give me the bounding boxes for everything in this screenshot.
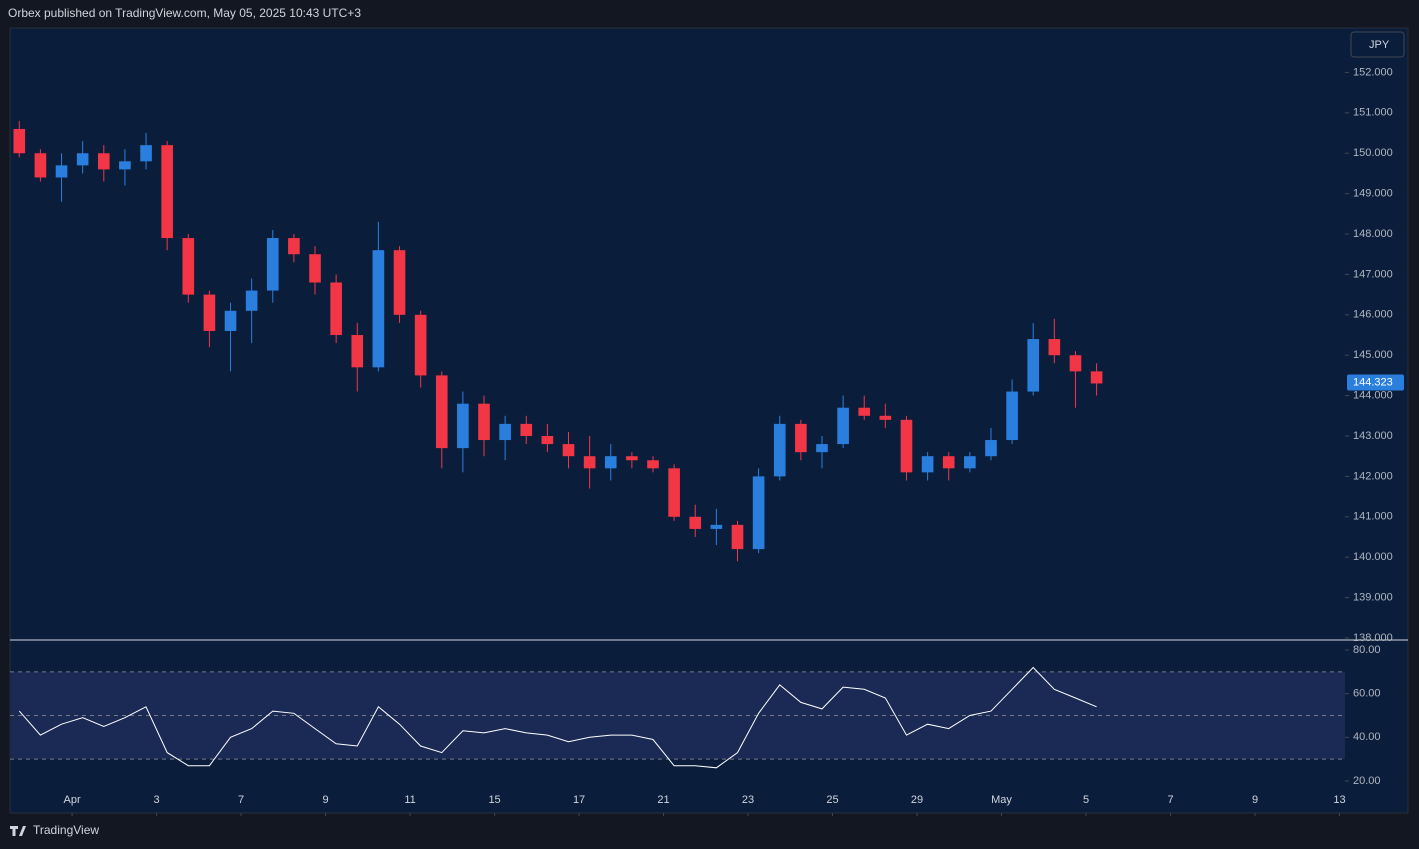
x-tick-label: 11 [404, 794, 415, 806]
x-tick-label: Apr [64, 794, 81, 806]
rsi-line [18, 666, 1097, 769]
candle-body [499, 423, 511, 441]
candle-body [435, 375, 448, 449]
y-tick-label: 40.00 [1353, 731, 1381, 743]
candle-body [161, 145, 173, 239]
y-tick-label: 145.000 [1353, 349, 1393, 361]
y-tick-label: 147.000 [1353, 268, 1393, 280]
y-tick-label: 149.000 [1353, 188, 1393, 200]
x-tick-label: 9 [323, 794, 329, 806]
candle-body [583, 456, 596, 469]
candle-body [689, 516, 702, 529]
candle-body [245, 290, 258, 311]
candle-body [351, 335, 364, 368]
candle-body [414, 314, 427, 376]
last-price-label: 144.323 [1353, 376, 1393, 388]
x-tick-label: 15 [488, 794, 500, 806]
y-tick-label: 150.000 [1353, 147, 1393, 159]
x-tick-label: 17 [573, 794, 585, 806]
candle-body [76, 153, 89, 166]
candle-body [182, 238, 195, 295]
y-tick-label: 141.000 [1353, 511, 1393, 523]
candle-body [309, 254, 321, 283]
candle-body [224, 310, 237, 331]
x-tick-label: 25 [826, 794, 838, 806]
candle-body [773, 423, 786, 477]
candle-body [119, 161, 131, 170]
candle-body [731, 524, 744, 550]
x-tick-label: 29 [911, 794, 923, 806]
x-tick-label: 7 [1167, 794, 1173, 806]
candle-body [668, 468, 680, 517]
y-tick-label: 151.000 [1353, 107, 1393, 119]
candle-body [478, 403, 490, 441]
candle-body [457, 403, 469, 449]
y-tick-label: 60.00 [1353, 688, 1381, 700]
brand-logo [10, 826, 26, 836]
y-tick-label: 140.000 [1353, 551, 1393, 563]
candle-body [900, 419, 913, 473]
x-tick-label: 21 [657, 794, 669, 806]
candle-body [393, 250, 406, 315]
candle-body [710, 524, 723, 529]
candle-body [604, 456, 617, 469]
brand-name: TradingView [33, 823, 99, 837]
x-tick-label: 7 [238, 794, 244, 806]
candle-body [288, 238, 300, 255]
currency-button[interactable] [1350, 31, 1405, 58]
x-tick-label: 23 [742, 794, 754, 806]
publisher-line: Orbex published on TradingView.com, May … [8, 6, 361, 20]
y-tick-label: 146.000 [1353, 309, 1393, 321]
candle-body [541, 436, 554, 445]
candle-body [647, 460, 659, 469]
candle-body [921, 456, 934, 473]
candle-body [266, 238, 279, 291]
x-tick-label: 5 [1083, 794, 1089, 806]
candle-body [13, 128, 26, 154]
y-tick-label: 20.00 [1353, 775, 1381, 787]
x-tick-label: 9 [1252, 794, 1258, 806]
y-tick-label: 143.000 [1353, 430, 1393, 442]
candle-body [942, 456, 955, 469]
candle-body [1090, 371, 1103, 384]
candle-body [97, 153, 110, 170]
last-price-tag [1347, 374, 1404, 391]
y-tick-label: 152.000 [1353, 66, 1393, 78]
candle-body [985, 440, 997, 457]
candle-body [520, 423, 533, 436]
candle-body [330, 282, 342, 336]
currency-label: JPY [1369, 39, 1390, 51]
x-tick-label: 13 [1333, 794, 1345, 806]
candle-body [837, 407, 849, 445]
candle-body [1069, 355, 1082, 372]
x-tick-label: 3 [154, 794, 160, 806]
candle-body [964, 456, 976, 469]
x-tick-label: May [991, 794, 1012, 806]
candle-body [140, 145, 152, 162]
y-tick-label: 144.000 [1353, 390, 1393, 402]
candle-body [1027, 339, 1040, 392]
candle-body [1048, 339, 1061, 356]
candle-body [34, 153, 47, 178]
y-tick-label: 139.000 [1353, 591, 1393, 603]
y-tick-label: 138.000 [1353, 632, 1393, 644]
candle-body [562, 444, 575, 457]
y-tick-label: 148.000 [1353, 228, 1393, 240]
candle-body [879, 415, 892, 420]
candle-body [55, 165, 68, 178]
brand: TradingView [10, 823, 99, 837]
candle-body [816, 444, 828, 453]
candle-body [626, 456, 638, 461]
candle-body [752, 476, 765, 550]
candle-body [795, 423, 807, 453]
y-tick-label: 142.000 [1353, 470, 1393, 482]
candle-body [858, 407, 871, 416]
y-tick-label: 80.00 [1353, 644, 1381, 656]
candle-body [372, 250, 385, 368]
candle-body [1006, 391, 1018, 441]
candle-body [203, 294, 216, 331]
